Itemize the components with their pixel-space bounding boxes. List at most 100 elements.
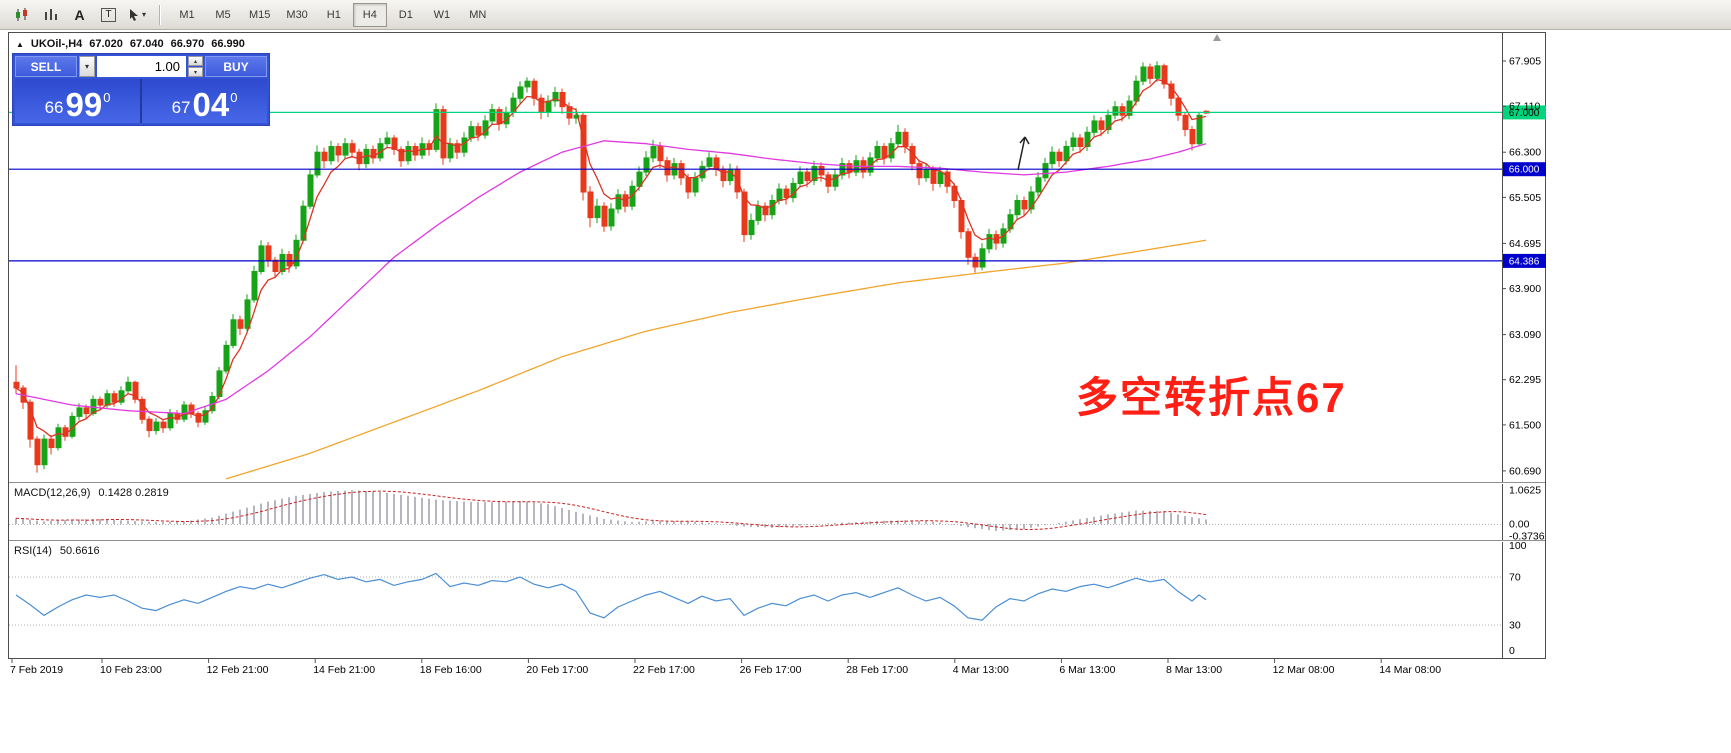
svg-text:63.900: 63.900	[1509, 283, 1541, 295]
toolbar-separator	[159, 4, 160, 25]
price-tag	[1503, 105, 1546, 120]
bar-chart-icon[interactable]	[37, 4, 64, 26]
hlines-layer: 67.000 66.000 64.386	[9, 105, 1546, 268]
svg-text:30: 30	[1509, 620, 1521, 632]
tf-button-h4[interactable]: H4	[352, 2, 387, 27]
svg-text:64.386: 64.386	[1509, 256, 1540, 267]
rsi-line	[15, 572, 1207, 621]
svg-text:7 Feb 2019: 7 Feb 2019	[10, 664, 63, 676]
macd-panel: 1.0625 0.00-0.3736	[9, 485, 1545, 543]
svg-text:65.505: 65.505	[1509, 192, 1541, 204]
bar-close: 66.990	[211, 38, 245, 50]
tf-button-m15[interactable]: M15	[249, 8, 271, 21]
bar-high: 67.040	[129, 38, 164, 50]
macd-signal-line	[15, 490, 1207, 531]
svg-text:4 Mar 13:00: 4 Mar 13:00	[953, 664, 1009, 676]
volume-input[interactable]: 1.00	[97, 56, 186, 77]
chart-annotation-text: 多空转折点67	[1076, 374, 1347, 421]
ma-red-line	[15, 78, 1207, 438]
svg-text:67.000: 67.000	[1509, 108, 1540, 119]
svg-text:28 Feb 17:00: 28 Feb 17:00	[846, 664, 908, 676]
ask-sup: 0	[230, 90, 238, 105]
symbol-info: ▲ UKOil-,H4 67.020 67.040 66.970 66.990	[16, 38, 245, 50]
sell-button[interactable]: SELL	[15, 56, 77, 77]
svg-text:10 Feb 23:00: 10 Feb 23:00	[100, 664, 162, 676]
svg-text:63.090: 63.090	[1509, 329, 1541, 341]
tf-button-m30[interactable]: M30	[286, 8, 308, 21]
svg-text:18 Feb 16:00: 18 Feb 16:00	[420, 664, 482, 676]
toolbar: A T ▾ M1 M5 M15 M30 H1 H4 D1 W1 MN	[0, 0, 1731, 30]
tf-button-m5[interactable]: M5	[215, 8, 231, 21]
svg-text:-0.3736: -0.3736	[1509, 531, 1545, 543]
macd-name: MACD(12,26,9)	[14, 487, 91, 499]
tf-button-w1[interactable]: W1	[433, 8, 451, 21]
svg-text:12 Feb 21:00: 12 Feb 21:00	[207, 664, 269, 676]
svg-text:22 Feb 17:00: 22 Feb 17:00	[633, 664, 695, 676]
arrow-annotation	[1017, 136, 1030, 171]
price-tag	[1503, 253, 1546, 268]
svg-text:8 Mar 13:00: 8 Mar 13:00	[1166, 664, 1222, 676]
ma-orange-line	[225, 239, 1207, 480]
rsi-value: 50.6616	[59, 545, 100, 557]
svg-text:0.00: 0.00	[1509, 519, 1530, 531]
bid-sup: 0	[103, 90, 111, 105]
svg-text:60.690: 60.690	[1509, 465, 1541, 477]
svg-text:26 Feb 17:00: 26 Feb 17:00	[740, 664, 802, 676]
bid-big: 99	[65, 85, 103, 123]
svg-text:0: 0	[1509, 645, 1515, 657]
price-divider	[140, 79, 142, 123]
bar-low: 66.970	[170, 38, 205, 50]
rsi-name: RSI(14)	[14, 545, 52, 557]
ask-head: 67	[171, 98, 191, 117]
draw-tools-icon[interactable]: ▾	[124, 4, 151, 26]
macd-values: 0.1428 0.2819	[98, 487, 169, 499]
bar-open: 67.020	[89, 38, 123, 50]
candles-layer	[13, 61, 1210, 473]
svg-text:61.500: 61.500	[1509, 419, 1541, 431]
volume-up-icon[interactable]: ▴	[188, 56, 203, 66]
svg-text:14 Feb 21:00: 14 Feb 21:00	[313, 664, 375, 676]
trade-panel: SELL ▾ 1.00 ▴ ▾ BUY 66 99 0 67 04 0	[12, 53, 270, 126]
price-axis: 67.905 67.110 66.300 65.505 64.695 63.900 63.0…	[1502, 56, 1541, 477]
svg-text:14 Mar 08:00: 14 Mar 08:00	[1379, 664, 1441, 676]
svg-text:67.905: 67.905	[1509, 56, 1541, 68]
svg-text:1.0625: 1.0625	[1509, 485, 1541, 497]
price-tag	[1503, 162, 1546, 177]
buy-button[interactable]: BUY	[205, 56, 267, 77]
ask-big: 04	[192, 85, 230, 123]
ma-magenta-line	[15, 140, 1207, 415]
volume-stepper: ▴ ▾	[188, 56, 203, 77]
timeframe-buttons: M1 M5 M15 M30 H1 H4 D1 W1 MN	[169, 2, 496, 27]
tf-button-mn[interactable]: MN	[469, 8, 487, 21]
shift-marker-icon	[1213, 34, 1221, 41]
rsi-panel: 100 70 30 0	[9, 540, 1527, 657]
volume-dropdown-icon[interactable]: ▾	[79, 56, 95, 77]
svg-text:67.110: 67.110	[1509, 101, 1540, 113]
symbol-name: UKOil-,H4	[30, 38, 83, 50]
candlestick-chart-icon[interactable]	[8, 4, 35, 26]
tf-button-m1[interactable]: M1	[179, 8, 195, 21]
volume-down-icon[interactable]: ▾	[188, 67, 203, 77]
svg-text:66.000: 66.000	[1509, 165, 1540, 176]
bid-head: 66	[44, 98, 64, 117]
svg-text:70: 70	[1509, 572, 1521, 584]
svg-text:100: 100	[1509, 540, 1527, 552]
macd-label: MACD(12,26,9) 0.1428 0.2819	[14, 487, 169, 499]
text-box-icon[interactable]: T	[95, 4, 122, 26]
svg-text:62.295: 62.295	[1509, 374, 1541, 386]
tf-button-h1[interactable]: H1	[326, 8, 341, 21]
text-label-icon[interactable]: A	[74, 6, 85, 23]
svg-text:64.695: 64.695	[1509, 238, 1541, 250]
svg-text:20 Feb 17:00: 20 Feb 17:00	[526, 664, 588, 676]
svg-text:66.300: 66.300	[1509, 147, 1541, 159]
rsi-label: RSI(14) 50.6616	[14, 545, 100, 557]
ask-price[interactable]: 67 04 0	[142, 79, 267, 123]
svg-text:12 Mar 08:00: 12 Mar 08:00	[1273, 664, 1335, 676]
symbol-marker-icon: ▲	[16, 39, 24, 49]
tf-button-d1[interactable]: D1	[398, 8, 413, 21]
svg-text:6 Mar 13:00: 6 Mar 13:00	[1059, 664, 1115, 676]
time-axis: 7 Feb 2019 10 Feb 23:00 12 Feb 21:00 14 Feb…	[10, 658, 1441, 676]
bid-price[interactable]: 66 99 0	[15, 79, 140, 123]
chart-frame	[8, 32, 1546, 659]
